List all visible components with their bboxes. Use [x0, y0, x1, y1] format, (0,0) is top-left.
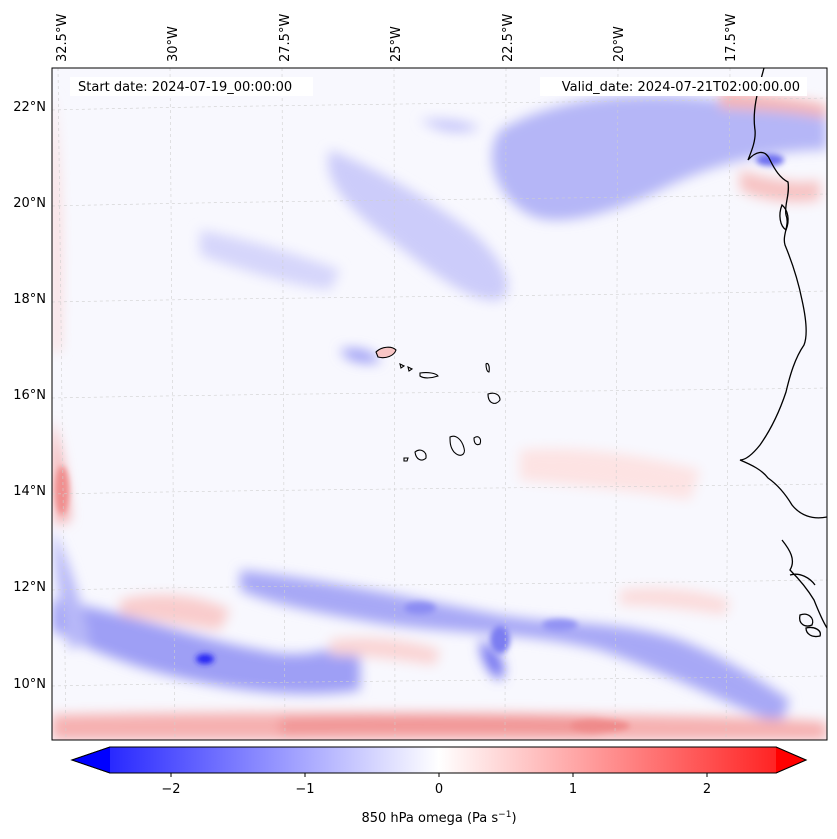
- valid-date-label: Valid_date: 2024-07-21T02:00:00.00: [562, 80, 800, 95]
- omega-field: [52, 90, 827, 740]
- colorbar: −2 −1 0 1 2 850 hPa omega (Pa s−1): [70, 746, 808, 826]
- island-santo-antao: [375, 346, 397, 359]
- valid-date-box: [540, 77, 807, 96]
- lat-label-12n: 12°N: [13, 580, 46, 595]
- lat-label-18n: 18°N: [13, 292, 46, 307]
- lon-label-27-5w: 27.5°W: [278, 14, 293, 62]
- lon-label-32-5w: 32.5°W: [55, 14, 70, 62]
- colorbar-tick-0: 0: [435, 782, 443, 797]
- cape-verde-islands: [375, 346, 501, 462]
- lon-label-22-5w: 22.5°W: [501, 14, 516, 62]
- coastlines: [739, 68, 827, 638]
- lon-label-30w: 30°W: [166, 26, 181, 62]
- map-panel: Start date: 2024-07-19_00:00:00 Valid_da…: [52, 68, 827, 740]
- lat-label-10n: 10°N: [13, 677, 46, 692]
- start-date-label: Start date: 2024-07-19_00:00:00: [78, 80, 292, 95]
- start-date-box: [70, 77, 313, 96]
- colorbar-label-end: ): [511, 811, 516, 826]
- map-frame: [51, 67, 828, 741]
- colorbar-label: 850 hPa omega (Pa s−1): [361, 810, 516, 826]
- colorbar-tick-2: 2: [703, 782, 711, 797]
- lon-label-20w: 20°W: [612, 26, 627, 62]
- lat-label-16n: 16°N: [13, 388, 46, 403]
- lon-label-17-5w: 17.5°W: [724, 14, 739, 62]
- latitude-labels: 22°N 20°N 18°N 16°N 14°N 12°N 10°N: [13, 100, 46, 692]
- africa-coastline: [739, 68, 827, 519]
- colorbar-tick-1: 1: [569, 782, 577, 797]
- gridlines: [52, 68, 827, 740]
- colorbar-bar: [70, 746, 808, 774]
- colorbar-extend-min: [72, 747, 110, 773]
- lat-label-20n: 20°N: [13, 196, 46, 211]
- colorbar-tick-neg1: −1: [295, 782, 314, 797]
- lat-label-14n: 14°N: [13, 484, 46, 499]
- lat-label-22n: 22°N: [13, 100, 46, 115]
- colorbar-extend-max: [776, 747, 806, 773]
- colorbar-label-main: 850 hPa omega (Pa s: [361, 811, 498, 826]
- longitude-labels: 32.5°W 30°W 27.5°W 25°W 22.5°W 20°W 17.5…: [55, 14, 739, 62]
- colorbar-tick-neg2: −2: [161, 782, 180, 797]
- colorbar-label-sup: −1: [498, 810, 511, 820]
- lon-label-25w: 25°W: [389, 26, 404, 62]
